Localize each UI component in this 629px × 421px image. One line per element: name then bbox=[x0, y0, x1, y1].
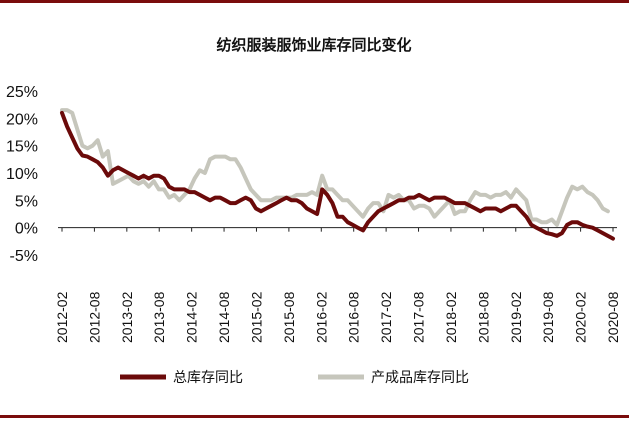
y-tick-label: 5% bbox=[15, 193, 38, 210]
x-tick-label: 2020-02 bbox=[573, 291, 589, 343]
y-tick-label: 10% bbox=[6, 166, 38, 183]
y-tick-label: -5% bbox=[10, 248, 38, 265]
y-tick-label: 15% bbox=[6, 139, 38, 156]
y-tick-label: 0% bbox=[15, 221, 38, 238]
x-tick-label: 2017-02 bbox=[378, 291, 394, 343]
x-tick-label: 2015-08 bbox=[281, 291, 297, 343]
legend-label: 总库存同比 bbox=[173, 370, 243, 386]
x-axis: 2012-02 2012-08 2013-02 2013-08 2014-02 2014-… bbox=[54, 227, 621, 343]
series-lines bbox=[60, 108, 615, 241]
x-tick-label: 2013-08 bbox=[151, 291, 167, 343]
series-line-finished-goods bbox=[60, 108, 610, 227]
x-tick-label: 2016-02 bbox=[313, 291, 329, 343]
x-tick-label: 2016-08 bbox=[346, 291, 362, 343]
x-tick-label: 2014-02 bbox=[184, 291, 200, 343]
y-axis: 25% 20% 15% 10% 5% 0% -5% bbox=[6, 84, 38, 265]
chart-title: 纺织服装服饰业库存同比变化 bbox=[216, 36, 411, 54]
line-chart: 纺织服装服饰业库存同比变化 25% 20% 15% 10% 5% 0% -5% 2012-0… bbox=[6, 36, 621, 386]
x-tick-label: 2015-02 bbox=[248, 291, 264, 343]
legend-item-total-inventory: 总库存同比 bbox=[120, 370, 243, 386]
x-tick-label: 2013-02 bbox=[119, 291, 135, 343]
legend-item-finished-goods: 产成品库存同比 bbox=[318, 370, 469, 386]
series-line-total-inventory bbox=[60, 110, 615, 241]
x-tick-label: 2018-08 bbox=[475, 291, 491, 343]
x-tick-label: 2012-02 bbox=[54, 291, 70, 343]
x-tick-label: 2019-08 bbox=[540, 291, 556, 343]
x-tick-label: 2020-08 bbox=[605, 291, 621, 343]
x-tick-label: 2012-08 bbox=[86, 291, 102, 343]
y-tick-label: 20% bbox=[6, 111, 38, 128]
y-tick-label: 25% bbox=[6, 84, 38, 101]
legend: 总库存同比 产成品库存同比 bbox=[120, 370, 469, 386]
legend-label: 产成品库存同比 bbox=[371, 370, 469, 386]
x-tick-label: 2017-08 bbox=[411, 291, 427, 343]
x-tick-label: 2014-08 bbox=[216, 291, 232, 343]
x-tick-label: 2018-02 bbox=[443, 291, 459, 343]
x-tick-label: 2019-02 bbox=[508, 291, 524, 343]
